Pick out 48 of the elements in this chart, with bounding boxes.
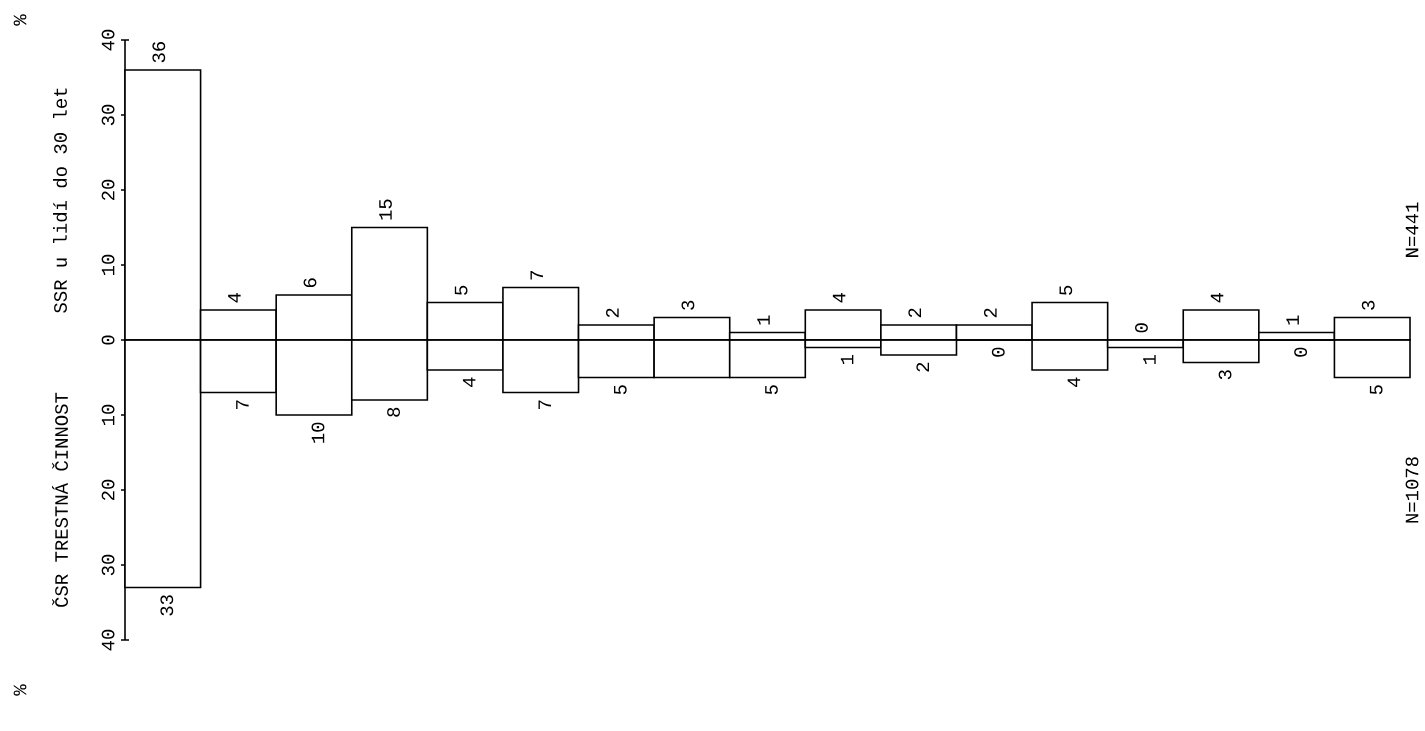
data-label: 0 [1135, 323, 1148, 333]
data-label: 0 [1294, 347, 1308, 357]
data-label: 2 [908, 308, 922, 318]
y-tick-label: 20 [101, 479, 115, 501]
data-label: 4 [1210, 293, 1224, 303]
data-label: 7 [236, 400, 249, 409]
data-label: 1 [1286, 315, 1299, 325]
data-label: 4 [832, 293, 846, 303]
data-label: 1 [757, 315, 770, 325]
data-label: 5 [454, 285, 468, 295]
data-label: 5 [1369, 385, 1383, 395]
y-tick-label: 40 [101, 29, 115, 51]
y-tick-label: 10 [101, 404, 115, 425]
data-label: 5 [765, 385, 778, 395]
data-label: 3 [1218, 370, 1232, 380]
data-label: 1 [840, 354, 854, 364]
data-label: 36 [152, 42, 166, 63]
y-tick-label: 0 [101, 335, 115, 345]
data-label: 3 [1361, 300, 1375, 310]
data-label: 5 [1059, 285, 1073, 295]
data-label: 3 [681, 300, 695, 310]
data-label: 10 [311, 422, 325, 443]
y-tick-label: 30 [101, 104, 115, 126]
data-label: 7 [530, 271, 543, 280]
data-label: 1 [1143, 354, 1156, 364]
y-tick-label: 30 [101, 554, 115, 576]
y-axis-title: SSR u lidí do 30 let [53, 88, 67, 313]
y-tick-label: 20 [101, 179, 115, 201]
text: % [13, 684, 27, 696]
data-label: 6 [303, 278, 317, 288]
data-label: 4 [1067, 377, 1081, 387]
data-label: 8 [387, 407, 400, 417]
data-label: 33 [160, 595, 174, 616]
data-label: 7 [538, 400, 551, 409]
annotation: N=441 [1405, 202, 1419, 257]
data-label: 0 [991, 347, 1005, 357]
y-tick-label: 40 [101, 629, 115, 651]
annotation: N=1078 [1405, 457, 1419, 523]
data-label: 4 [462, 377, 476, 387]
y-tick-label: 10 [101, 254, 115, 275]
data-label: 4 [228, 293, 241, 303]
data-label: 2 [983, 308, 997, 318]
data-label: 2 [916, 362, 930, 372]
data-label: 15 [379, 199, 392, 220]
y-axis-title: ČSR TRESTNÁ ČINNOST [52, 392, 68, 607]
text: % [13, 14, 27, 26]
data-label: 5 [614, 385, 627, 395]
data-label: 2 [606, 308, 619, 318]
